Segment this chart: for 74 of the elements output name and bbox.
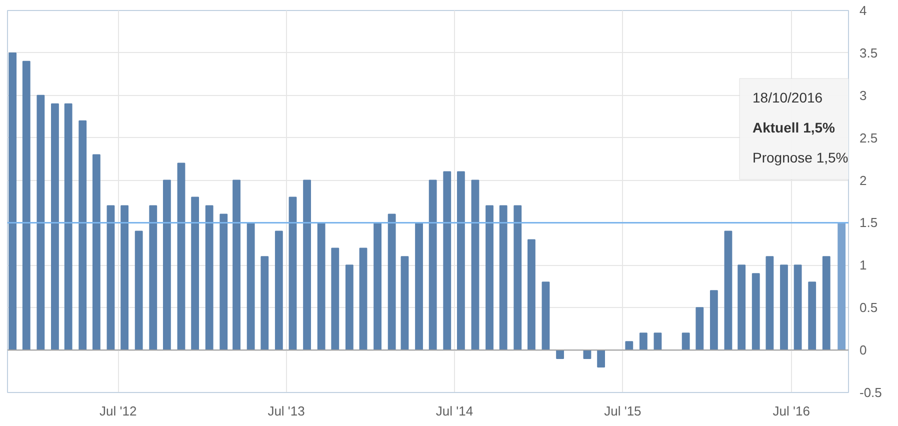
y-tick-label: 2.5 xyxy=(860,130,878,146)
bar xyxy=(682,332,690,351)
bar xyxy=(220,214,228,351)
bar xyxy=(822,256,830,351)
bar xyxy=(260,256,269,351)
bar xyxy=(51,103,59,351)
bar xyxy=(428,180,437,351)
y-tick-label: 1.5 xyxy=(860,215,878,230)
y-tick-label: 2 xyxy=(860,172,867,188)
bar xyxy=(542,282,550,351)
annotation: Prognose 1,5% xyxy=(752,150,848,166)
bar xyxy=(345,264,354,351)
bar xyxy=(177,162,186,351)
bar xyxy=(78,120,87,351)
bar xyxy=(456,171,465,351)
bar xyxy=(36,94,45,351)
y-tick-label: 0.5 xyxy=(860,300,878,316)
bar xyxy=(191,196,200,351)
bar xyxy=(471,180,480,351)
bar xyxy=(288,196,297,351)
bar xyxy=(22,60,30,351)
bar xyxy=(724,230,732,351)
x-tick-label: Jul '14 xyxy=(436,404,474,418)
bar xyxy=(317,222,326,351)
bar xyxy=(232,180,240,351)
bar xyxy=(794,264,802,351)
bar xyxy=(205,205,214,351)
y-tick-label: 1 xyxy=(860,258,867,273)
bar xyxy=(766,256,774,351)
bar xyxy=(246,222,255,351)
bar xyxy=(752,273,760,351)
bar xyxy=(738,264,746,351)
bar xyxy=(514,205,522,351)
bar xyxy=(443,171,452,351)
y-tick-label: 3 xyxy=(860,88,867,103)
x-tick-label: Jul '13 xyxy=(268,404,305,418)
bar xyxy=(106,205,115,351)
bar xyxy=(639,332,648,351)
bar xyxy=(556,350,564,360)
bar xyxy=(64,103,72,351)
bar xyxy=(710,290,718,351)
bar xyxy=(303,180,311,351)
bar xyxy=(134,230,143,351)
y-tick-label: 3.5 xyxy=(860,45,878,60)
bar xyxy=(120,205,129,351)
bar xyxy=(8,52,17,351)
y-tick-label: 4 xyxy=(860,3,867,18)
bar xyxy=(528,239,536,351)
bar xyxy=(696,307,704,351)
x-tick-label: Jul '15 xyxy=(604,404,642,418)
annotation: Aktuell 1,5% xyxy=(752,120,836,136)
bar xyxy=(838,222,846,351)
bar xyxy=(274,230,283,351)
bar xyxy=(654,332,662,351)
bar xyxy=(400,256,409,351)
y-tick-label: -0.5 xyxy=(860,385,882,400)
bar xyxy=(499,205,508,351)
bar xyxy=(780,264,788,351)
x-tick-label: Jul '12 xyxy=(100,404,137,418)
bar xyxy=(331,248,340,351)
bar xyxy=(808,282,816,351)
x-tick-label: Jul '16 xyxy=(772,404,810,418)
annotation: 18/10/2016 xyxy=(752,90,823,106)
bar xyxy=(388,214,396,351)
bar xyxy=(486,205,494,351)
bar xyxy=(374,222,382,351)
bar xyxy=(149,205,158,351)
bar xyxy=(415,222,423,351)
bar xyxy=(597,350,605,368)
y-tick-label: 0 xyxy=(860,342,867,358)
bar xyxy=(92,154,100,351)
bar xyxy=(359,248,368,351)
bar xyxy=(162,180,171,351)
bar xyxy=(625,341,634,351)
